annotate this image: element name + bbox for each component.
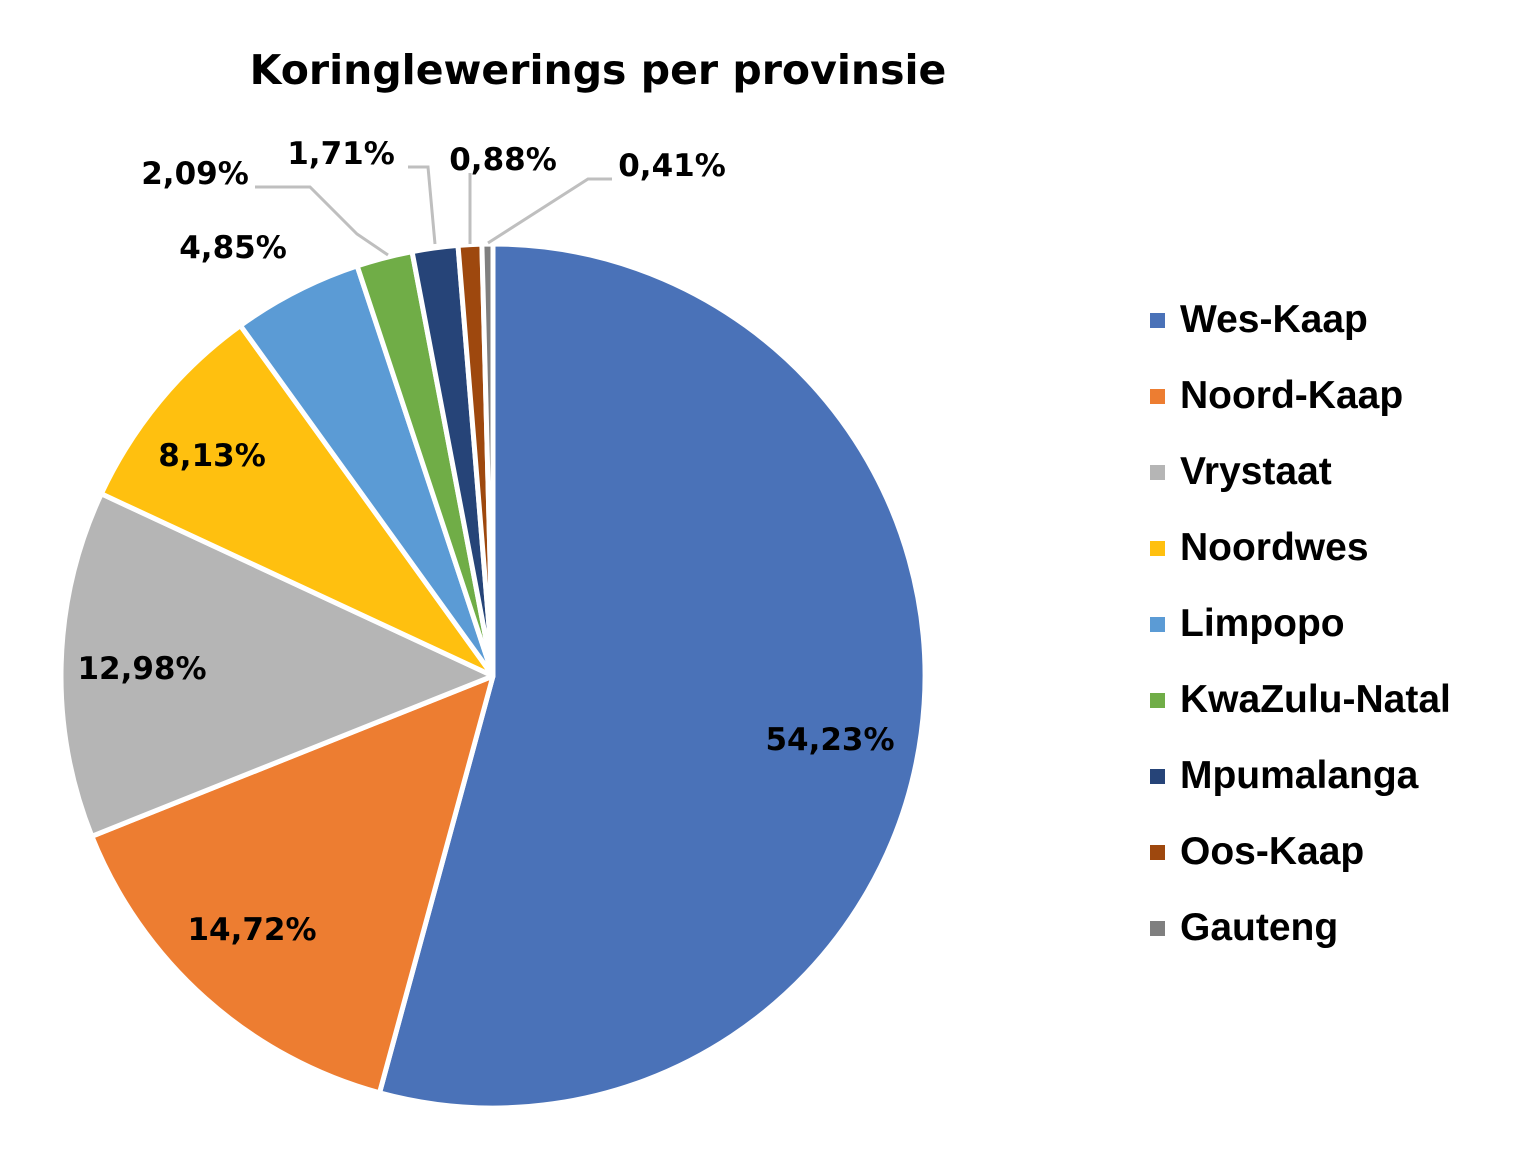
legend-swatch: [1150, 388, 1165, 404]
legend-swatch: [1150, 692, 1165, 708]
legend-swatch: [1150, 616, 1165, 632]
legend-swatch: [1150, 312, 1165, 328]
legend-label: Gauteng: [1180, 906, 1339, 949]
data-label-noordwes: 8,13%: [158, 438, 266, 474]
legend-item-oos-kaap: Oos-Kaap: [1150, 814, 1451, 890]
data-label-gauteng: 0,41%: [618, 148, 726, 184]
legend: Wes-Kaap Noord-Kaap Vrystaat Noordwes Limpop…: [1150, 282, 1451, 966]
legend-label: Noord-Kaap: [1180, 374, 1404, 417]
legend-label: Wes-Kaap: [1180, 298, 1368, 341]
leader-line-mpumalanga: [408, 165, 437, 245]
legend-label: Mpumalanga: [1180, 754, 1419, 797]
legend-swatch: [1150, 768, 1165, 784]
pie-slice-noordwes: [98, 323, 496, 679]
data-label-noord-kaap: 14,72%: [187, 912, 316, 948]
legend-label: Limpopo: [1180, 602, 1345, 645]
legend-item-limpopo: Limpopo: [1150, 586, 1451, 662]
legend-item-wes-kaap: Wes-Kaap: [1150, 282, 1451, 358]
data-label-wes-kaap: 54,23%: [765, 722, 894, 758]
legend-item-noordwes: Noordwes: [1150, 510, 1451, 586]
data-label-oos-kaap: 0,88%: [449, 142, 557, 178]
pie-slice-wes-kaap: [377, 241, 928, 1111]
data-label-vrystaat: 12,98%: [77, 651, 206, 687]
data-label-kwazulu-natal: 2,09%: [141, 156, 249, 192]
legend-swatch: [1150, 464, 1165, 480]
pie-slice-noord-kaap: [89, 673, 496, 1096]
pie-slice-vrystaat: [58, 491, 496, 839]
legend-label: KwaZulu-Natal: [1180, 678, 1451, 721]
legend-swatch: [1150, 920, 1165, 936]
data-label-mpumalanga: 1,71%: [287, 136, 395, 172]
legend-item-vrystaat: Vrystaat: [1150, 434, 1451, 510]
legend-item-noord-kaap: Noord-Kaap: [1150, 358, 1451, 434]
pie-slice-gauteng: [479, 241, 496, 679]
legend-label: Vrystaat: [1180, 450, 1332, 493]
legend-label: Noordwes: [1180, 526, 1369, 569]
chart-title: Koringlewerings per provinsie: [249, 46, 947, 94]
legend-item-gauteng: Gauteng: [1150, 890, 1451, 966]
legend-swatch: [1150, 844, 1165, 860]
data-label-limpopo: 4,85%: [179, 230, 287, 266]
leader-line-gauteng: [487, 177, 612, 245]
leader-line-kwazulu-natal: [255, 185, 389, 257]
legend-swatch: [1150, 540, 1165, 556]
legend-item-kwazulu-natal: KwaZulu-Natal: [1150, 662, 1451, 738]
legend-label: Oos-Kaap: [1180, 830, 1365, 873]
legend-item-mpumalanga: Mpumalanga: [1150, 738, 1451, 814]
pie-chart: 54,23% 14,72% 12,98% 8,13% 4,85% 2,09% 1,71% 0,…: [58, 136, 928, 1111]
